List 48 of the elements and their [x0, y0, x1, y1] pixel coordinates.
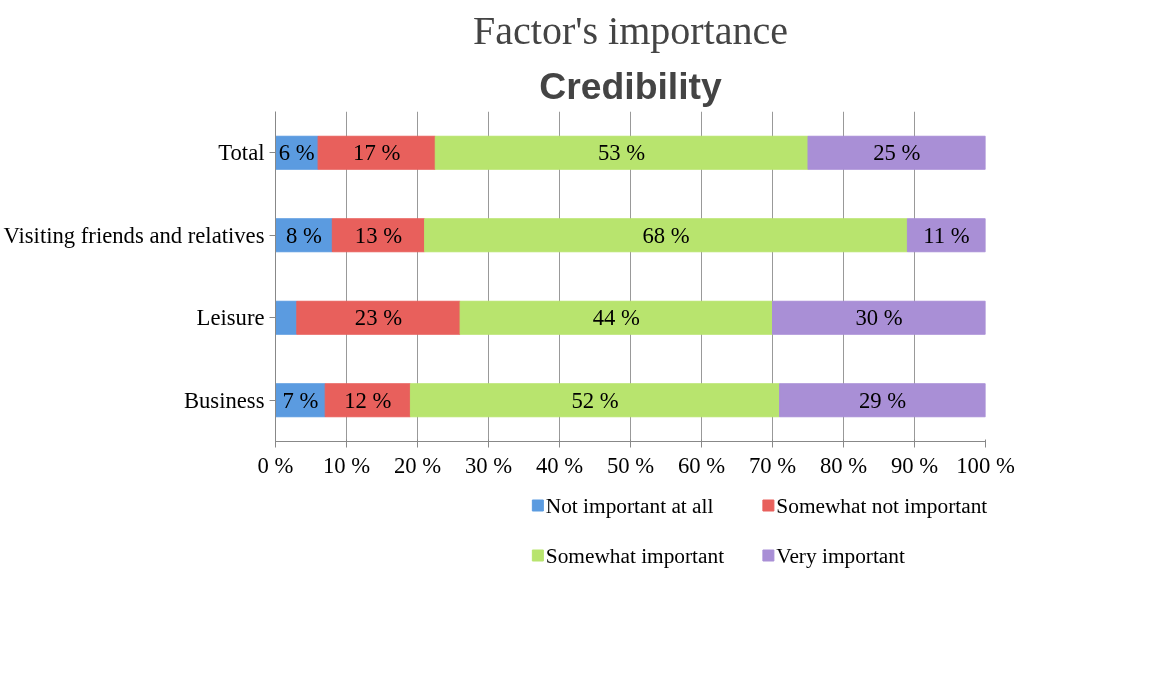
bar	[275, 300, 298, 335]
y-tick-label: Leisure	[196, 305, 265, 331]
data-label: 25 %	[873, 140, 921, 166]
bar	[779, 383, 986, 418]
chart-subtitle: Credibility	[539, 64, 722, 107]
x-tick-label: 10 %	[322, 452, 371, 478]
data-label: 68 %	[642, 222, 690, 248]
x-tick-label: 30 %	[464, 452, 513, 478]
x-tick-label: 50 %	[606, 452, 655, 478]
bar	[807, 135, 986, 170]
data-label: 52 %	[571, 387, 619, 413]
bar	[296, 300, 461, 335]
y-tick-label: Total	[218, 140, 265, 166]
bar	[434, 135, 809, 170]
data-label: 44 %	[592, 305, 641, 331]
bar	[317, 135, 436, 170]
bar	[906, 218, 986, 253]
x-tick-label: 0 %	[257, 452, 294, 478]
x-tick-label: 100 %	[956, 452, 1015, 478]
chart-title: Factor's importance	[473, 7, 788, 53]
bar	[459, 300, 773, 335]
data-label: 11 %	[923, 222, 970, 248]
data-label: 8 %	[285, 222, 322, 248]
bar	[772, 300, 986, 335]
data-label: 30 %	[855, 305, 903, 331]
x-tick-label: 60 %	[677, 452, 726, 478]
x-tick-label: 70 %	[748, 452, 797, 478]
data-label: 12 %	[344, 387, 392, 413]
data-label: 29 %	[858, 387, 907, 413]
data-label: 53 %	[598, 140, 646, 166]
data-label: 23 %	[354, 305, 403, 331]
legend-label: Somewhat not important	[776, 493, 988, 518]
bar	[424, 218, 908, 253]
data-label: 7 %	[282, 387, 319, 413]
data-label: 6 %	[278, 140, 315, 166]
legend-label: Not important at all	[545, 493, 714, 518]
x-tick-label: 20 %	[393, 452, 442, 478]
x-tick-label: 90 %	[890, 452, 939, 478]
x-tick-label: 40 %	[535, 452, 584, 478]
y-tick-label: Business	[183, 387, 265, 413]
bar	[409, 383, 781, 418]
y-tick-label: Visiting friends and relatives	[3, 222, 265, 248]
legend-label: Very important	[776, 543, 905, 568]
data-label: 13 %	[354, 222, 403, 248]
legend-label: Somewhat important	[545, 543, 725, 568]
x-tick-label: 80 %	[819, 452, 868, 478]
data-label: 17 %	[353, 140, 401, 166]
bar	[331, 218, 426, 253]
